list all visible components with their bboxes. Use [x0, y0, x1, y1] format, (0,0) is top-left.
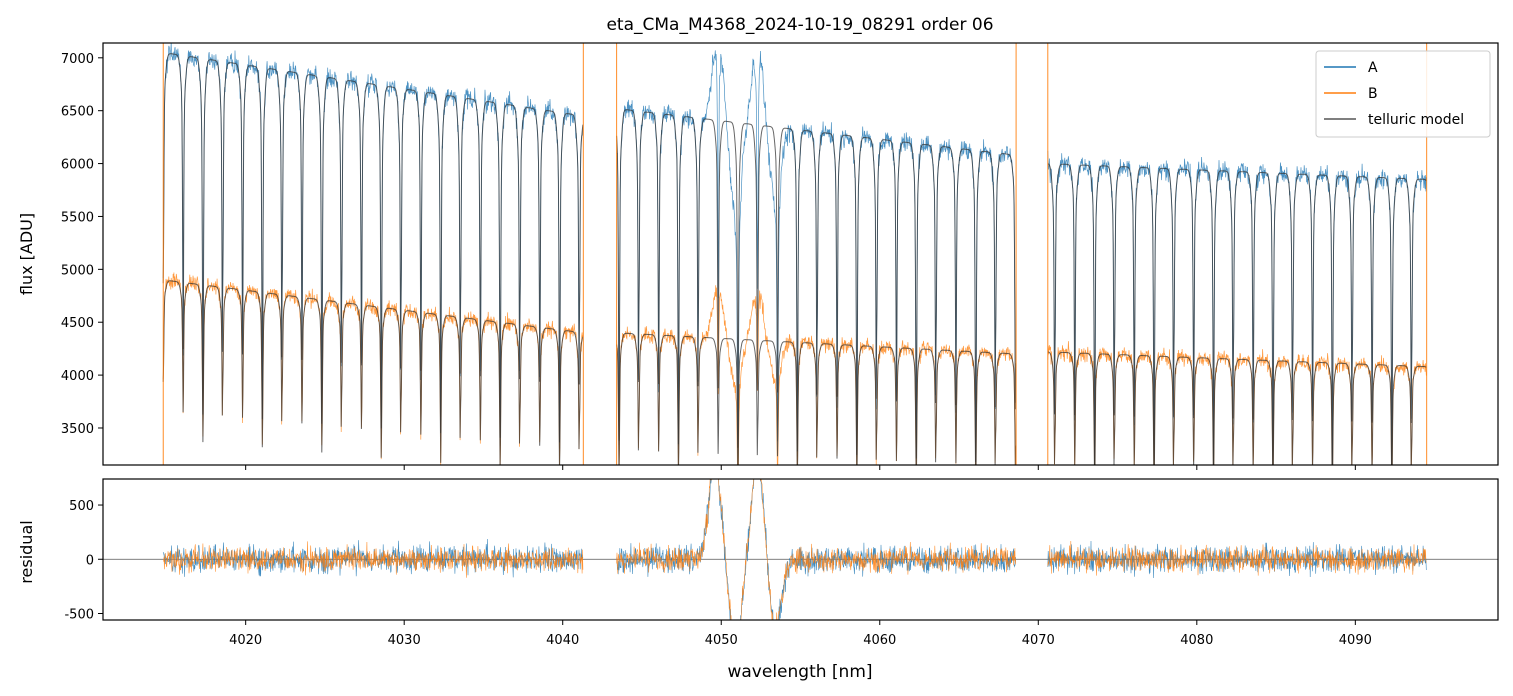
residual-x-tick-label: 4050: [705, 633, 738, 648]
flux-y-tick-label: 7000: [61, 52, 94, 67]
residual-x-tick-label: 4030: [388, 633, 421, 648]
flux-y-tick-label: 5500: [61, 210, 94, 225]
x-axis-label: wavelength [nm]: [727, 662, 872, 682]
flux-y-tick-label: 4500: [61, 316, 94, 331]
flux-axes-frame: [102, 42, 1499, 466]
legend-box: [1315, 50, 1491, 138]
flux-y-tick-label: 6000: [61, 158, 94, 173]
flux-series-group: [162, 43, 1428, 465]
telluric-model-line-b: [162, 280, 584, 465]
flux-y-label: flux [ADU]: [17, 213, 36, 295]
flux-y-tick-label: 6500: [61, 105, 94, 120]
legend-label-a: A: [1368, 60, 1378, 76]
telluric-model-line-b: [1047, 351, 1427, 465]
flux-panel: 3500 4000 4500 5000 5500 6000 6500 7000 flux [A…: [17, 42, 1499, 470]
residual-x-tick-label: 4090: [1339, 633, 1372, 648]
legend-label-b: B: [1368, 86, 1378, 102]
telluric-model-line-b: [616, 332, 1017, 465]
series-b-line: [1047, 341, 1427, 465]
telluric-model-line-a: [1047, 163, 1427, 465]
telluric-model-line-a: [162, 53, 584, 443]
legend-label-telluric: telluric model: [1368, 112, 1464, 128]
residual-x-tick-label: 4020: [229, 633, 262, 648]
residual-x-tick-label: 4060: [863, 633, 896, 648]
legend: A B telluric model: [1315, 50, 1491, 138]
residual-y-label: residual: [17, 520, 36, 583]
residual-y-tick-label: -500: [64, 607, 94, 622]
residual-x-tick-label: 4070: [1022, 633, 1055, 648]
residual-x-tick-label: 4040: [546, 633, 579, 648]
flux-y-ticks: 3500 4000 4500 5000 5500 6000 6500 7000: [61, 52, 103, 437]
residual-b-line: [1047, 540, 1427, 576]
residual-x-tick-label: 4080: [1180, 633, 1213, 648]
flux-y-tick-label: 4000: [61, 369, 94, 384]
flux-y-tick-label: 5000: [61, 263, 94, 278]
residual-b-line: [162, 541, 584, 578]
residual-y-ticks: -500 0 500: [64, 499, 103, 622]
residual-y-tick-label: 0: [86, 553, 94, 568]
series-a-line: [162, 43, 584, 449]
flux-y-tick-label: 3500: [61, 422, 94, 437]
residual-panel: -500 0 500 4020 4030 4040 4050 4060 4070 4080 409…: [17, 478, 1499, 682]
residual-axes-frame: [102, 478, 1499, 621]
residual-series-group: [162, 479, 1427, 620]
telluric-model-line-a: [616, 109, 1017, 463]
series-b-line: [162, 272, 584, 465]
flux-x-ticks: [245, 465, 1356, 470]
residual-b-line: [616, 479, 1016, 620]
residual-y-tick-label: 500: [69, 499, 94, 514]
residual-x-ticks: 4020 4030 4040 4050 4060 4070 4080 4090: [229, 620, 1372, 648]
chart-title: eta_CMa_M4368_2024-10-19_08291 order 06: [606, 15, 993, 35]
